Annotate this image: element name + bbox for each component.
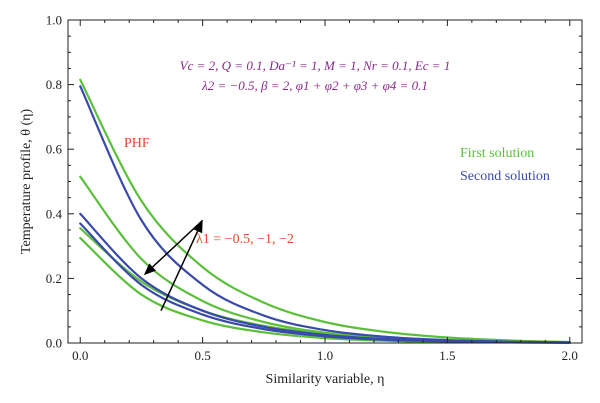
first-solution-curve-1	[79, 175, 571, 344]
x-tick-label: 0.0	[72, 348, 88, 363]
lambda-arrow-head-1	[193, 220, 203, 234]
curves-layer	[79, 78, 571, 344]
first-solution-curve-0	[79, 78, 571, 344]
x-tick-label: 2.0	[562, 348, 578, 363]
y-tick-label: 0.4	[46, 206, 63, 221]
y-tick-label: 0.2	[46, 271, 62, 286]
x-tick-label: 1.0	[317, 348, 333, 363]
y-tick-label: 0.8	[46, 77, 62, 92]
phf-annotation: PHF	[124, 136, 150, 151]
lambda-arrow-shaft-1	[160, 230, 199, 312]
parameters-line-2: λ2 = −0.5, β = 2, φ1 + φ2 + φ3 + φ4 = 0.…	[201, 78, 428, 93]
y-axis-title: Temperature profile, θ (η)	[19, 109, 34, 255]
second-solution-curve-4	[79, 85, 571, 344]
parameters-line-1: Vc = 2, Q = 0.1, Da⁻¹ = 1, M = 1, Nr = 0…	[180, 58, 451, 73]
arrows-layer	[143, 219, 204, 312]
ticks-layer: 0.0 0.5 1.0 1.5 2.0 0.0 0.2 0.4 0.6 0.8 1.0	[46, 13, 582, 363]
y-tick-label: 0.6	[46, 142, 63, 157]
legend-first-solution: First solution	[460, 146, 534, 161]
lambda-arrow-head-0	[143, 263, 157, 276]
y-tick-label: 0.0	[46, 336, 62, 351]
x-tick-label: 0.5	[194, 348, 210, 363]
legend-second-solution: Second solution	[460, 169, 550, 184]
lambda-annotation: λ1 = −0.5, −1, −2	[196, 232, 294, 247]
x-axis-title: Similarity variable, η	[266, 372, 385, 387]
first-solution-curve-2	[79, 227, 571, 344]
second-solution-curve-6	[79, 222, 571, 344]
second-solution-curve-5	[79, 212, 571, 344]
y-tick-label: 1.0	[46, 13, 62, 28]
x-tick-label: 1.5	[439, 348, 455, 363]
